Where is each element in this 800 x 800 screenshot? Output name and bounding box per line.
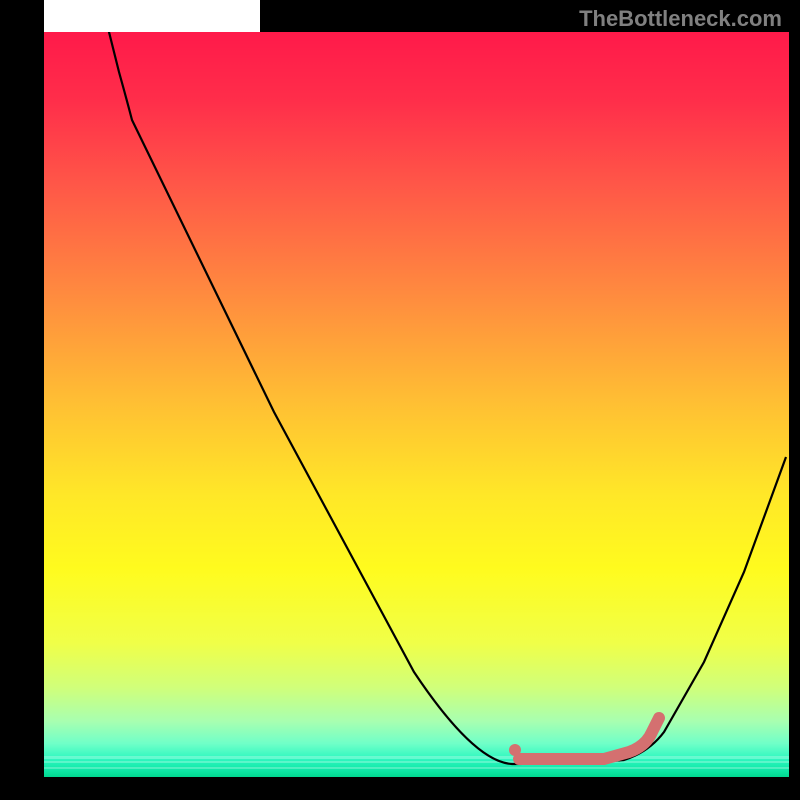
optimal-range-highlight — [519, 718, 659, 759]
bottleneck-curve — [104, 32, 786, 764]
curve-layer — [44, 32, 789, 777]
frame-right — [789, 0, 800, 800]
plot-area — [44, 32, 789, 777]
current-config-marker — [509, 744, 521, 756]
watermark-text: TheBottleneck.com — [579, 6, 782, 32]
frame-left — [0, 0, 44, 800]
frame-top-left — [0, 0, 44, 32]
frame-bottom — [0, 777, 800, 800]
chart-container: TheBottleneck.com — [0, 0, 800, 800]
